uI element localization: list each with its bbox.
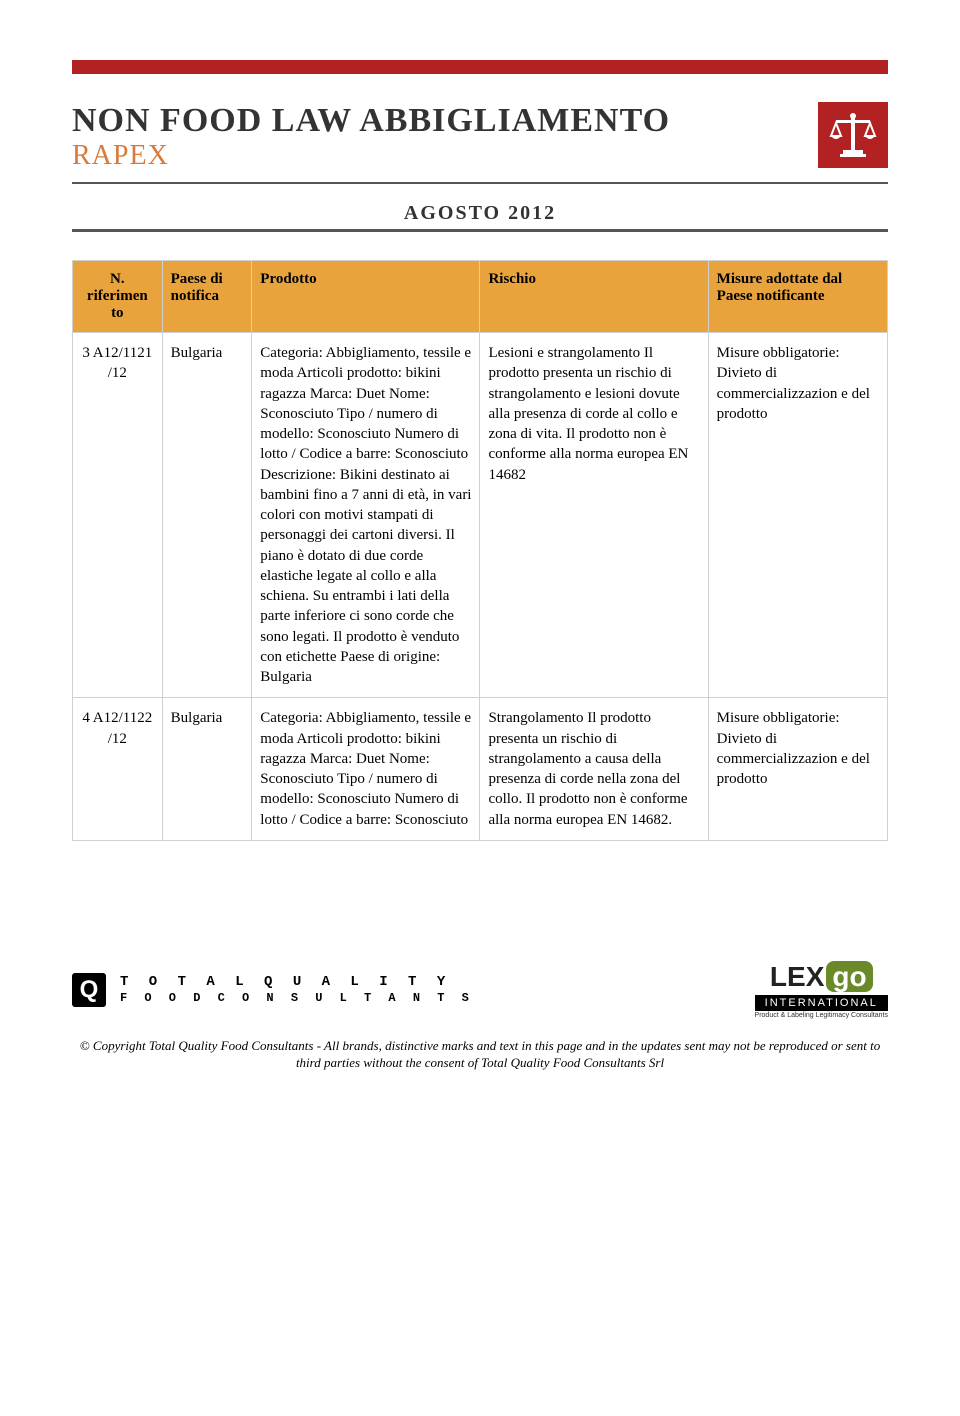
col-header-paese: Paese di notifica [162,261,252,333]
international-subtitle: Product & Labeling Legitimacy Consultant… [755,1012,888,1019]
recall-table: N. riferimen to Paese di notifica Prodot… [72,260,888,841]
tqf-text: T O T A L Q U A L I T Y F O O D C O N S … [120,974,474,1007]
cell-ref: 4 A12/1122 /12 [73,698,163,841]
cell-prodotto: Categoria: Abbigliamento, tessile e moda… [252,698,480,841]
table-row: 3 A12/1121 /12 Bulgaria Categoria: Abbig… [73,333,888,698]
footer: Q T O T A L Q U A L I T Y F O O D C O N … [72,961,888,1072]
cell-paese: Bulgaria [162,333,252,698]
cell-misure: Misure obbligatorie: Divieto di commerci… [708,333,887,698]
tqf-line2: F O O D C O N S U L T A N T S [120,991,474,1006]
header-text: NON FOOD LAW ABBIGLIAMENTO RAPEX [72,102,670,172]
lex-text: LEX [770,961,824,992]
international-label: INTERNATIONAL [755,995,888,1011]
cell-prodotto: Categoria: Abbigliamento, tessile e moda… [252,333,480,698]
col-header-ref: N. riferimen to [73,261,163,333]
page-subtitle: RAPEX [72,140,670,172]
cell-rischio: Strangolamento Il prodotto presenta un r… [480,698,708,841]
page-container: NON FOOD LAW ABBIGLIAMENTO RAPEX AGOST [0,0,960,1112]
cell-paese: Bulgaria [162,698,252,841]
copyright-text: © Copyright Total Quality Food Consultan… [72,1037,888,1072]
footer-logos: Q T O T A L Q U A L I T Y F O O D C O N … [72,961,888,1029]
col-header-misure: Misure adottate dal Paese notificante [708,261,887,333]
scales-of-justice-icon [818,102,888,168]
double-rule [72,229,888,232]
table-row: 4 A12/1122 /12 Bulgaria Categoria: Abbig… [73,698,888,841]
col-header-rischio: Rischio [480,261,708,333]
lexgo-wordmark: LEXgo [755,961,888,993]
q-badge-icon: Q [72,973,106,1007]
cell-ref: 3 A12/1121 /12 [73,333,163,698]
header: NON FOOD LAW ABBIGLIAMENTO RAPEX [72,102,888,172]
table-header-row: N. riferimen to Paese di notifica Prodot… [73,261,888,333]
tqf-logo: Q T O T A L Q U A L I T Y F O O D C O N … [72,973,474,1007]
top-red-bar [72,60,888,74]
date-label: AGOSTO 2012 [72,202,888,225]
lexgo-logo: LEXgo INTERNATIONAL Product & Labeling L… [755,961,888,1019]
tqf-line1: T O T A L Q U A L I T Y [120,974,474,992]
cell-misure: Misure obbligatorie: Divieto di commerci… [708,698,887,841]
divider-line [72,182,888,184]
page-title: NON FOOD LAW ABBIGLIAMENTO [72,102,670,140]
col-header-prodotto: Prodotto [252,261,480,333]
go-badge: go [826,961,872,992]
cell-rischio: Lesioni e strangolamento Il prodotto pre… [480,333,708,698]
